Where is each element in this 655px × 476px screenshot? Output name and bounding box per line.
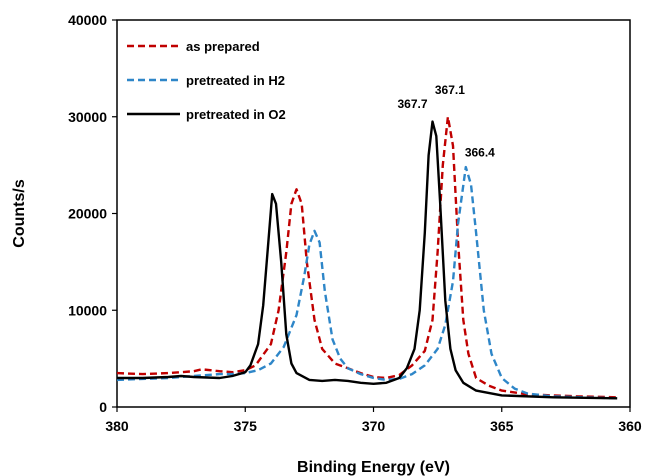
peak-label: 367.1 (435, 83, 465, 97)
y-tick-label: 10000 (68, 302, 107, 318)
legend-label: as prepared (186, 39, 260, 54)
series-line-1 (116, 115, 618, 399)
y-axis-title: Counts/s (11, 179, 28, 248)
series-line-3 (117, 120, 618, 400)
y-axis: 0 10000 20000 30000 40000 (68, 12, 117, 415)
x-axis: 380 375 370 365 360 (105, 407, 642, 434)
y-tick-label: 0 (99, 399, 107, 415)
legend: as prepared pretreated in H2 pretreated in… (127, 39, 286, 122)
peak-label: 366.4 (465, 145, 495, 159)
y-tick-label: 30000 (68, 109, 107, 125)
x-tick-label: 375 (234, 418, 258, 434)
legend-label: pretreated in O2 (186, 107, 286, 122)
x-tick-label: 360 (618, 418, 642, 434)
y-tick-label: 20000 (68, 206, 107, 222)
series-line-2 (116, 165, 618, 400)
peak-annotations: 367.1 367.7 366.4 (397, 83, 495, 159)
x-tick-label: 380 (105, 418, 129, 434)
x-axis-title: Binding Energy (eV) (297, 459, 450, 476)
x-tick-label: 370 (362, 418, 386, 434)
legend-label: pretreated in H2 (186, 73, 285, 88)
peak-label: 367.7 (397, 97, 427, 111)
x-tick-label: 365 (490, 418, 514, 434)
series-lines (116, 115, 618, 400)
y-tick-label: 40000 (68, 12, 107, 28)
